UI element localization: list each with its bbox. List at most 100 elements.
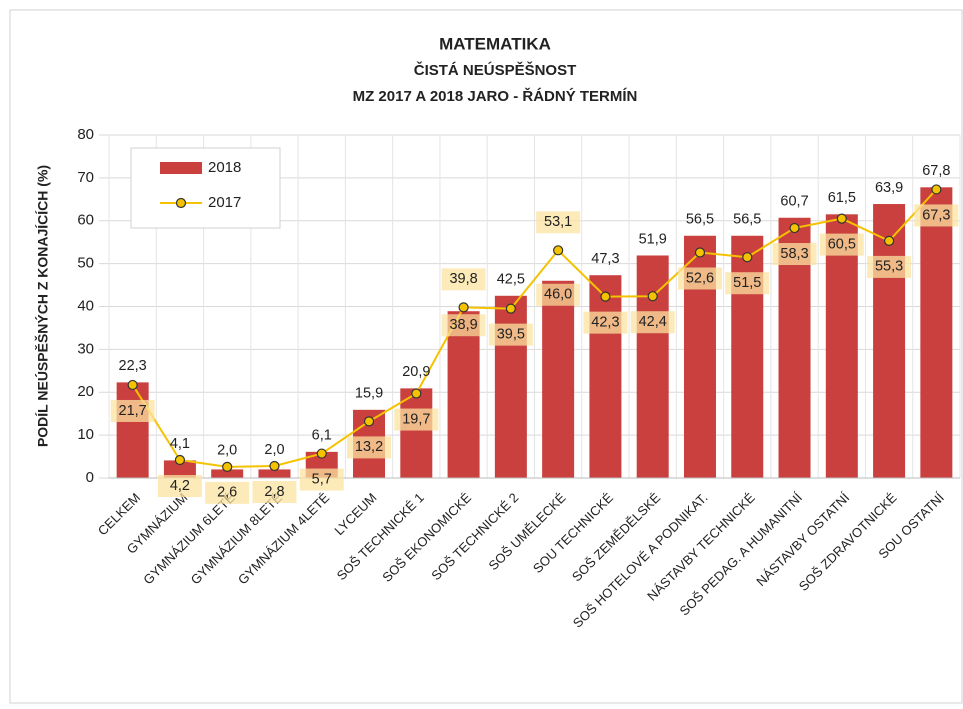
value-label: 4,1 — [170, 436, 190, 452]
value-label-box — [157, 474, 202, 497]
x-tick-label: SOŠ EKONOMICKÉ — [379, 490, 474, 585]
value-label: 42,4 — [639, 314, 667, 330]
value-label: 13,2 — [355, 439, 383, 455]
value-label: 39,8 — [449, 271, 477, 287]
bar — [258, 469, 291, 478]
chart-title: MATEMATIKA — [439, 34, 551, 53]
value-label: 15,9 — [355, 386, 383, 402]
x-tick-label: SOŠ TECHNICKÉ 1 — [334, 490, 427, 583]
y-tick-label: 60 — [77, 212, 94, 229]
y-tick-label: 70 — [77, 169, 94, 186]
value-label-box — [252, 480, 297, 503]
value-label-box — [536, 283, 581, 306]
value-label: 21,7 — [119, 403, 147, 419]
y-tick-label: 30 — [77, 340, 94, 357]
chart-subtitle: MZ 2017 A 2018 JARO - ŘÁDNÝ TERMÍN — [353, 87, 638, 105]
value-label: 20,9 — [402, 364, 430, 380]
bar — [825, 214, 858, 478]
value-label: 63,9 — [875, 180, 903, 196]
value-label: 46,0 — [544, 287, 572, 303]
y-tick-label: 40 — [77, 297, 94, 314]
line-marker — [316, 448, 327, 459]
x-tick-label: CELKEM — [95, 490, 143, 538]
bar — [731, 235, 764, 478]
x-tick-label: SOŠ TECHNICKÉ 2 — [428, 490, 521, 583]
legend-box — [130, 147, 281, 229]
line-marker — [411, 388, 422, 399]
frame — [9, 9, 963, 704]
value-label: 38,9 — [449, 317, 477, 333]
value-label-box — [110, 399, 155, 422]
bar — [920, 187, 953, 478]
y-tick-label: 50 — [77, 255, 94, 272]
value-label-box — [394, 408, 439, 431]
line-marker — [269, 460, 280, 472]
y-tick-label: 80 — [77, 126, 94, 143]
value-label-box — [441, 268, 486, 291]
value-label: 5,7 — [312, 471, 332, 487]
value-label-box — [583, 311, 628, 334]
line-marker — [174, 454, 186, 466]
legend-marker — [175, 197, 187, 209]
value-label: 2,6 — [217, 485, 237, 501]
y-axis-label: PODÍL NEÚSPĚŠNÝCH Z KONAJÍCÍCH (%) — [34, 165, 51, 447]
value-label-box — [630, 311, 675, 334]
x-tick-label: LYCEUM — [331, 490, 379, 538]
value-label-box — [536, 211, 581, 234]
line-marker — [222, 461, 233, 472]
value-label: 4,2 — [170, 478, 190, 494]
value-label: 67,3 — [922, 207, 950, 223]
bar — [116, 382, 149, 478]
value-label: 42,5 — [497, 272, 525, 288]
line-marker — [600, 291, 611, 302]
value-label-box — [441, 314, 486, 337]
bar — [494, 295, 527, 478]
chart-subtitle: ČISTÁ NEÚSPĚŠNOST — [414, 61, 577, 79]
x-tick-label: GYMNÁZIUM 8LETÉ — [188, 490, 286, 588]
line-marker — [127, 379, 138, 391]
value-label: 47,3 — [591, 251, 619, 267]
line-marker — [836, 213, 847, 224]
line-marker — [883, 235, 895, 247]
line-marker — [363, 416, 375, 427]
value-label: 2,0 — [264, 442, 284, 458]
x-tick-label: NÁSTAVBY OSTATNÍ — [753, 490, 852, 589]
value-label: 6,1 — [312, 428, 332, 444]
x-tick-label: GYMNÁZIUM 4LETÉ — [235, 490, 333, 588]
bar — [400, 388, 433, 478]
y-tick-label: 0 — [86, 469, 94, 486]
bar — [542, 280, 575, 478]
value-label-box — [347, 436, 392, 459]
value-label-box — [205, 481, 250, 504]
line-marker — [505, 303, 516, 314]
value-label: 60,5 — [828, 236, 856, 252]
value-label: 53,1 — [544, 214, 572, 230]
value-label: 55,3 — [875, 259, 903, 275]
value-label: 19,7 — [402, 411, 430, 427]
value-label-box — [488, 323, 533, 346]
bar — [447, 311, 480, 478]
value-label-box — [677, 267, 722, 290]
legend-label: 2017 — [208, 194, 241, 211]
bar — [589, 275, 622, 478]
value-label: 56,5 — [733, 212, 761, 228]
x-tick-label: SOŠ ZEMĚDĚLSKÉ — [569, 490, 664, 585]
legend-swatch — [160, 162, 202, 174]
line-series — [131, 188, 938, 468]
value-label-box — [914, 204, 959, 227]
value-label-box — [819, 233, 864, 256]
value-label: 58,3 — [780, 246, 808, 262]
y-tick-label: 10 — [77, 426, 94, 443]
value-label: 67,8 — [922, 163, 950, 179]
value-label-box — [772, 243, 817, 266]
value-label: 61,5 — [828, 190, 856, 206]
value-label: 42,3 — [591, 314, 619, 330]
line-marker — [742, 252, 753, 263]
value-label: 39,5 — [497, 326, 525, 342]
line-marker — [458, 302, 469, 313]
value-label: 52,6 — [686, 270, 714, 286]
value-label: 2,0 — [217, 443, 237, 459]
line-marker — [931, 184, 942, 195]
x-tick-label: GYMNÁZIUM 6LETÉ — [140, 490, 238, 588]
